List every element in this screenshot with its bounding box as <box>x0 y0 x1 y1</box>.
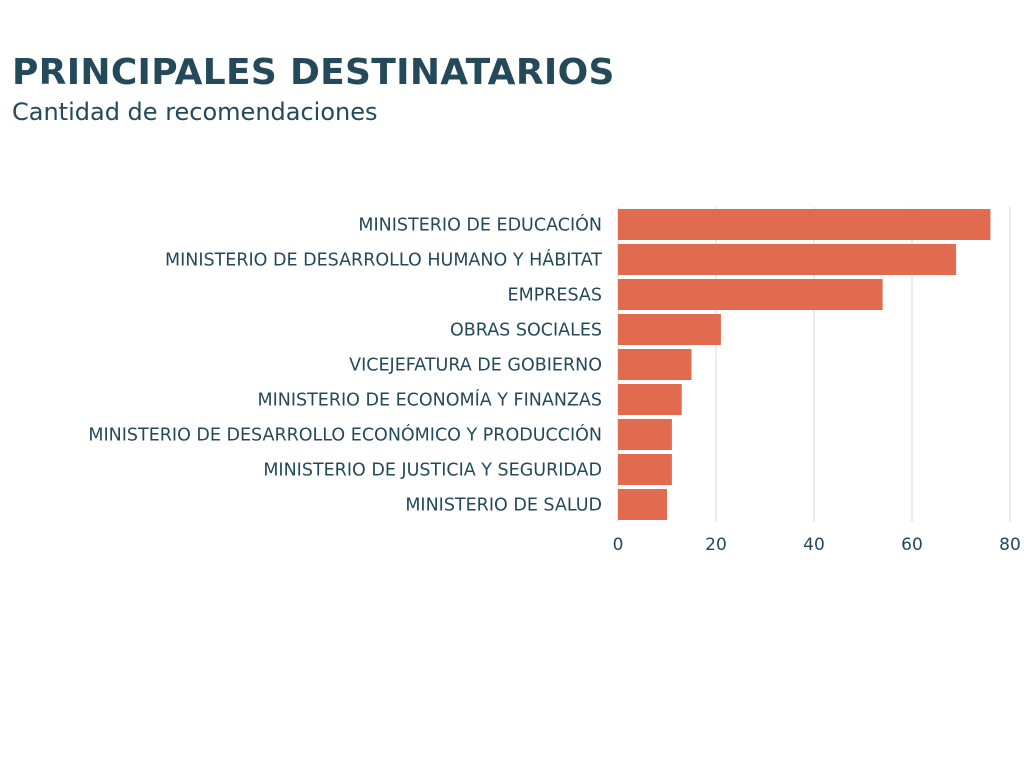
category-label: MINISTERIO DE DESARROLLO ECONÓMICO Y PRO… <box>88 424 602 446</box>
x-tick-label: 60 <box>901 535 923 555</box>
bar <box>618 244 957 275</box>
category-label: MINISTERIO DE ECONOMÍA Y FINANZAS <box>257 389 602 411</box>
category-label: MINISTERIO DE SALUD <box>405 496 602 516</box>
bar <box>618 349 692 380</box>
x-axis-ticks: 0 20 40 60 80 <box>613 535 1021 555</box>
category-label: OBRAS SOCIALES <box>450 321 602 341</box>
category-label: EMPRESAS <box>508 286 602 306</box>
x-tick-label: 40 <box>803 535 825 555</box>
category-label: MINISTERIO DE JUSTICIA Y SEGURIDAD <box>263 461 602 481</box>
bar <box>618 384 682 415</box>
bar <box>618 454 672 485</box>
chart-title: PRINCIPALES DESTINATARIOS <box>12 52 615 93</box>
bar <box>618 419 672 450</box>
bar <box>618 489 667 520</box>
category-label: MINISTERIO DE EDUCACIÓN <box>358 214 602 236</box>
bars <box>618 209 991 520</box>
bar <box>618 209 991 240</box>
chart-subtitle: Cantidad de recomendaciones <box>12 98 378 126</box>
x-tick-label: 20 <box>705 535 727 555</box>
bar <box>618 314 721 345</box>
category-labels: MINISTERIO DE EDUCACIÓN MINISTERIO DE DES… <box>88 214 602 516</box>
category-label: VICEJEFATURA DE GOBIERNO <box>349 356 602 376</box>
category-label: MINISTERIO DE DESARROLLO HUMANO Y HÁBITA… <box>165 249 602 271</box>
x-tick-label: 0 <box>613 535 624 555</box>
bar <box>618 279 883 310</box>
x-tick-label: 80 <box>999 535 1021 555</box>
